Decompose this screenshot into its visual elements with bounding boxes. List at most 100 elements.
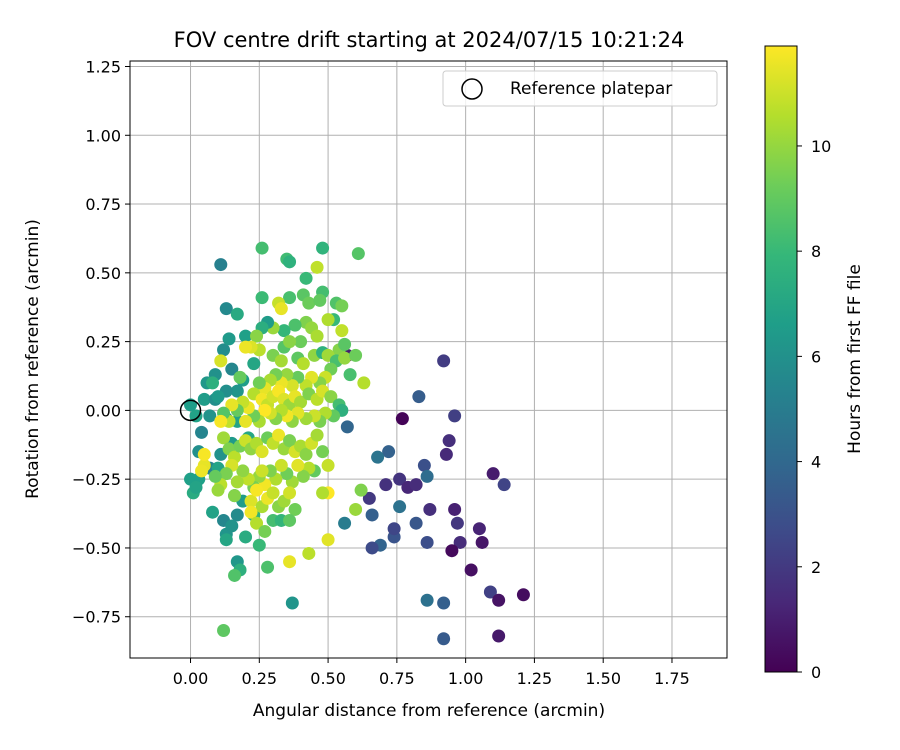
data-point <box>296 469 310 483</box>
data-point <box>365 541 379 555</box>
data-point <box>464 563 478 577</box>
data-point <box>483 585 497 599</box>
data-point <box>288 318 302 332</box>
data-point <box>313 293 327 307</box>
x-tick-label: 1.00 <box>448 669 484 688</box>
data-point <box>475 535 489 549</box>
data-point <box>395 412 409 426</box>
data-point <box>283 486 297 500</box>
y-tick-label: −0.75 <box>72 608 121 627</box>
data-point <box>420 535 434 549</box>
data-point <box>283 555 297 569</box>
x-tick-label: 1.25 <box>517 669 553 688</box>
data-point <box>250 516 264 530</box>
data-point <box>442 434 456 448</box>
data-point <box>230 384 244 398</box>
data-point <box>302 296 316 310</box>
data-point <box>266 486 280 500</box>
data-point <box>230 307 244 321</box>
data-point <box>299 447 313 461</box>
data-point <box>409 516 423 530</box>
y-tick-label: 1.25 <box>85 58 121 77</box>
data-point <box>294 335 308 349</box>
data-point <box>255 241 269 255</box>
data-point <box>211 483 225 497</box>
data-point <box>214 354 228 368</box>
data-point <box>437 632 451 646</box>
data-point <box>219 302 233 316</box>
colorbar: 0 2 4 6 8 10 Hours from first FF file <box>764 45 865 682</box>
data-point <box>217 431 231 445</box>
data-point <box>283 291 297 305</box>
data-point <box>228 568 242 582</box>
colorbar-label: Hours from first FF file <box>845 264 865 454</box>
data-point <box>299 271 313 285</box>
data-point <box>340 420 354 434</box>
colorbar-tick-label: 10 <box>811 137 831 156</box>
data-point <box>189 409 203 423</box>
reference-platepar-marker <box>179 399 202 422</box>
data-point <box>274 354 288 368</box>
data-point <box>357 376 371 390</box>
x-tick-label: 0.75 <box>379 669 415 688</box>
data-point <box>261 560 275 574</box>
data-point <box>272 428 286 442</box>
data-point <box>450 516 464 530</box>
data-point <box>239 329 253 343</box>
data-point <box>412 390 426 404</box>
colorbar-ticks: 0 2 4 6 8 10 <box>797 137 831 682</box>
data-point <box>321 458 335 472</box>
legend-box <box>442 70 718 107</box>
data-point <box>516 588 530 602</box>
data-point <box>316 486 330 500</box>
data-point <box>208 469 222 483</box>
data-point <box>252 538 266 552</box>
x-tick-label: 0.00 <box>173 669 209 688</box>
data-point <box>497 478 511 492</box>
data-point <box>236 464 250 478</box>
data-point <box>393 500 407 514</box>
data-point <box>371 450 385 464</box>
data-point <box>335 324 349 338</box>
data-point <box>472 522 486 536</box>
data-point <box>225 398 239 412</box>
data-point <box>203 409 217 423</box>
data-point <box>255 291 269 305</box>
data-point <box>492 629 506 643</box>
data-point <box>437 596 451 610</box>
data-point <box>316 241 330 255</box>
data-point <box>217 623 231 637</box>
legend-reference-marker <box>461 78 483 100</box>
data-point <box>283 335 297 349</box>
data-point <box>387 522 401 536</box>
data-point <box>417 458 431 472</box>
y-tick-label: 1.00 <box>85 126 121 145</box>
data-point <box>310 428 324 442</box>
data-point <box>197 392 211 406</box>
data-point <box>250 483 264 497</box>
data-point <box>393 472 407 486</box>
colorbar-tick-label: 0 <box>811 663 821 682</box>
x-tick-label: 1.50 <box>585 669 621 688</box>
x-tick-label: 0.25 <box>241 669 277 688</box>
data-point <box>228 489 242 503</box>
data-point <box>423 502 437 516</box>
data-point <box>244 494 258 508</box>
data-point <box>239 530 253 544</box>
colorbar-tick-label: 6 <box>811 347 821 366</box>
data-point <box>258 403 272 417</box>
data-point <box>206 376 220 390</box>
data-point <box>239 414 253 428</box>
data-point <box>197 447 211 461</box>
data-point <box>252 376 266 390</box>
data-point <box>285 596 299 610</box>
data-point <box>321 533 335 547</box>
data-point <box>225 519 239 533</box>
data-point <box>492 593 506 607</box>
data-point <box>420 593 434 607</box>
data-points <box>184 241 530 646</box>
data-point <box>258 524 272 538</box>
data-point <box>244 505 258 519</box>
data-point <box>448 409 462 423</box>
data-point <box>230 475 244 489</box>
